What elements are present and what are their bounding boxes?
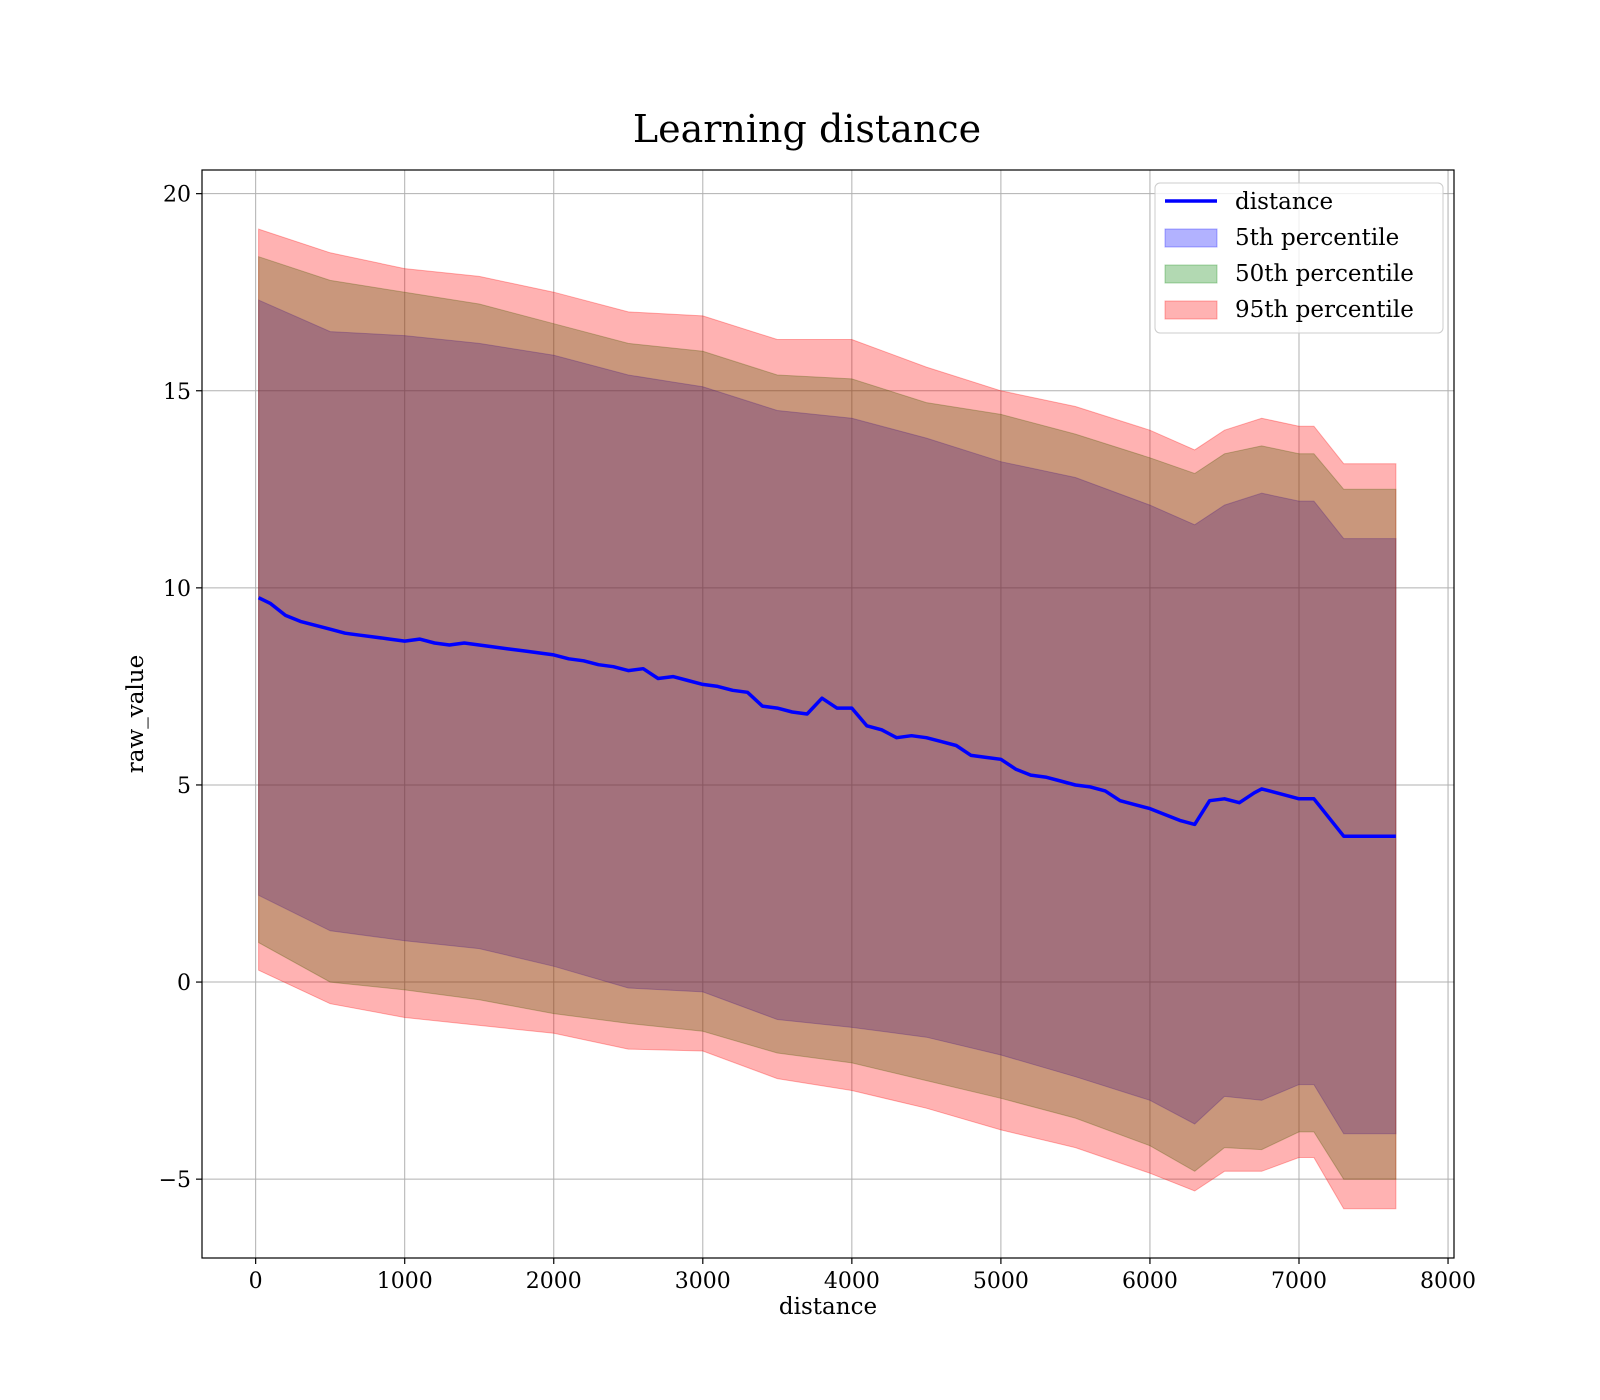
- x-axis-ticks: 0 1000 2000 3000 4000 5000 6000 7000 8000: [249, 1258, 1476, 1294]
- y-axis-ticks: −5 0 5 10 15 20: [159, 183, 202, 1193]
- y-axis-label: raw_value: [123, 655, 149, 773]
- legend-label-5th: 5th percentile: [1235, 225, 1399, 251]
- percentile-bands: [258, 228, 1397, 1210]
- legend-swatch-95th: [1164, 300, 1218, 320]
- legend-label-50th: 50th percentile: [1235, 261, 1414, 287]
- plot-frame: [201, 169, 1455, 1259]
- y-tick-label: 10: [163, 577, 191, 602]
- legend-label-distance: distance: [1235, 189, 1333, 215]
- chart-title: Learning distance: [633, 107, 981, 151]
- band-50th-percentile: [258, 256, 1397, 1180]
- x-tick-label: 8000: [1420, 1269, 1476, 1294]
- distance-line: [257, 596, 1396, 838]
- legend-frame: [1154, 182, 1444, 334]
- series-lines: [257, 596, 1396, 838]
- x-axis-label: distance: [779, 1294, 877, 1320]
- x-tick-label: 7000: [1271, 1269, 1327, 1294]
- y-tick-label: 0: [177, 971, 191, 996]
- x-tick-label: 0: [249, 1269, 263, 1294]
- y-tick-label: 5: [177, 774, 191, 799]
- y-tick-label: −5: [159, 1168, 191, 1193]
- x-tick-label: 1000: [377, 1269, 433, 1294]
- legend: distance 5th percentile 50th percentile …: [1154, 182, 1444, 334]
- y-tick-label: 15: [163, 380, 191, 405]
- legend-swatch-5th: [1164, 228, 1218, 248]
- band-5th-percentile: [258, 299, 1397, 1135]
- legend-label-95th: 95th percentile: [1235, 297, 1414, 323]
- x-tick-label: 3000: [675, 1269, 731, 1294]
- grid: [202, 170, 1454, 1258]
- y-tick-label: 20: [163, 183, 191, 208]
- band-95th-percentile: [258, 228, 1397, 1210]
- x-tick-label: 4000: [824, 1269, 880, 1294]
- legend-swatch-50th: [1164, 264, 1218, 284]
- x-tick-label: 6000: [1122, 1269, 1178, 1294]
- x-tick-label: 2000: [526, 1269, 582, 1294]
- x-tick-label: 5000: [973, 1269, 1029, 1294]
